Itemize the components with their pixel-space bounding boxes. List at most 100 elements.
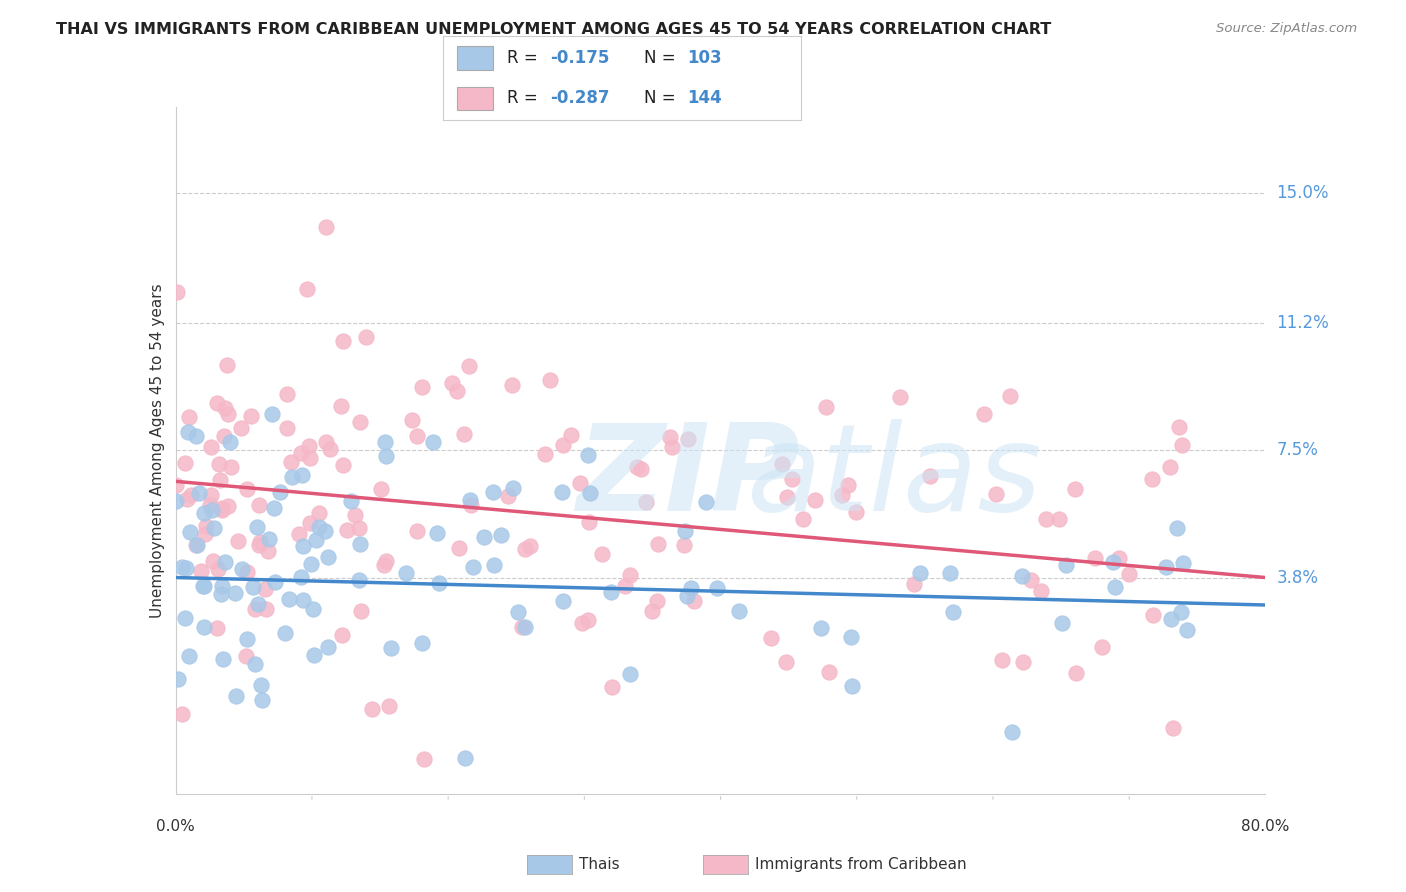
- Point: [1166, 521, 1188, 535]
- Point: [1035, 512, 1057, 526]
- Point: [775, 655, 797, 669]
- Point: [411, 380, 433, 394]
- Point: [207, 621, 229, 635]
- Point: [380, 640, 402, 655]
- Point: [440, 376, 463, 390]
- Point: [619, 667, 641, 681]
- Point: [395, 566, 418, 580]
- Text: 7.5%: 7.5%: [1277, 442, 1319, 459]
- Point: [354, 330, 377, 344]
- Point: [501, 378, 523, 392]
- Point: [463, 560, 485, 574]
- Point: [401, 412, 423, 426]
- Point: [641, 604, 664, 618]
- Text: ZIP: ZIP: [576, 419, 800, 536]
- Point: [292, 592, 315, 607]
- Point: [247, 538, 270, 552]
- Point: [236, 632, 259, 646]
- Point: [229, 421, 252, 435]
- Point: [290, 569, 312, 583]
- Point: [276, 387, 298, 401]
- Point: [508, 605, 530, 619]
- Point: [257, 543, 280, 558]
- Point: [292, 540, 315, 554]
- Point: [277, 592, 299, 607]
- Point: [180, 488, 202, 502]
- Point: [336, 523, 359, 537]
- Point: [645, 594, 668, 608]
- Point: [551, 484, 574, 499]
- Point: [1142, 607, 1164, 622]
- Point: [305, 533, 328, 547]
- Point: [1090, 640, 1112, 654]
- Point: [174, 560, 197, 574]
- Point: [177, 425, 200, 439]
- Point: [460, 499, 482, 513]
- Point: [1084, 551, 1107, 566]
- Point: [235, 565, 257, 579]
- Point: [349, 415, 371, 429]
- Point: [458, 359, 481, 374]
- Y-axis label: Unemployment Among Ages 45 to 54 years: Unemployment Among Ages 45 to 54 years: [149, 283, 165, 618]
- Point: [257, 532, 280, 546]
- Point: [249, 535, 271, 549]
- Point: [212, 651, 235, 665]
- Point: [186, 538, 208, 552]
- Point: [815, 400, 838, 414]
- Point: [474, 530, 496, 544]
- Point: [792, 512, 814, 526]
- Point: [247, 597, 270, 611]
- Point: [1154, 559, 1177, 574]
- Point: [301, 602, 323, 616]
- Point: [600, 584, 623, 599]
- Point: [1050, 615, 1073, 630]
- Point: [626, 460, 648, 475]
- Point: [1171, 556, 1194, 570]
- Point: [193, 578, 215, 592]
- Point: [201, 553, 224, 567]
- Point: [831, 488, 853, 502]
- Point: [201, 503, 224, 517]
- Point: [1161, 721, 1184, 735]
- Point: [254, 602, 277, 616]
- Point: [502, 481, 524, 495]
- Point: [1001, 725, 1024, 739]
- FancyBboxPatch shape: [457, 45, 494, 70]
- Text: 3.8%: 3.8%: [1277, 568, 1319, 587]
- Point: [695, 495, 717, 509]
- Point: [984, 487, 1007, 501]
- Point: [1012, 655, 1035, 669]
- Point: [458, 493, 481, 508]
- Point: [481, 485, 503, 500]
- Point: [242, 580, 264, 594]
- Point: [235, 482, 257, 496]
- Text: -0.175: -0.175: [551, 49, 610, 67]
- Point: [200, 440, 222, 454]
- Text: 11.2%: 11.2%: [1277, 314, 1329, 333]
- Point: [211, 502, 233, 516]
- Point: [202, 520, 225, 534]
- Point: [319, 442, 342, 456]
- Point: [636, 495, 658, 509]
- Point: [332, 334, 354, 348]
- Point: [219, 434, 242, 449]
- Point: [576, 448, 599, 462]
- Point: [568, 476, 591, 491]
- Point: [184, 538, 207, 552]
- Point: [1175, 623, 1198, 637]
- Point: [198, 499, 221, 513]
- Point: [299, 557, 322, 571]
- Text: Thais: Thais: [579, 857, 620, 871]
- Point: [166, 672, 188, 686]
- Point: [519, 539, 541, 553]
- Point: [661, 440, 683, 454]
- Point: [426, 525, 449, 540]
- Point: [263, 500, 285, 515]
- Point: [214, 428, 236, 442]
- Point: [374, 435, 396, 450]
- Point: [209, 473, 232, 487]
- Point: [295, 282, 318, 296]
- Point: [314, 524, 336, 539]
- Point: [349, 537, 371, 551]
- Point: [308, 507, 330, 521]
